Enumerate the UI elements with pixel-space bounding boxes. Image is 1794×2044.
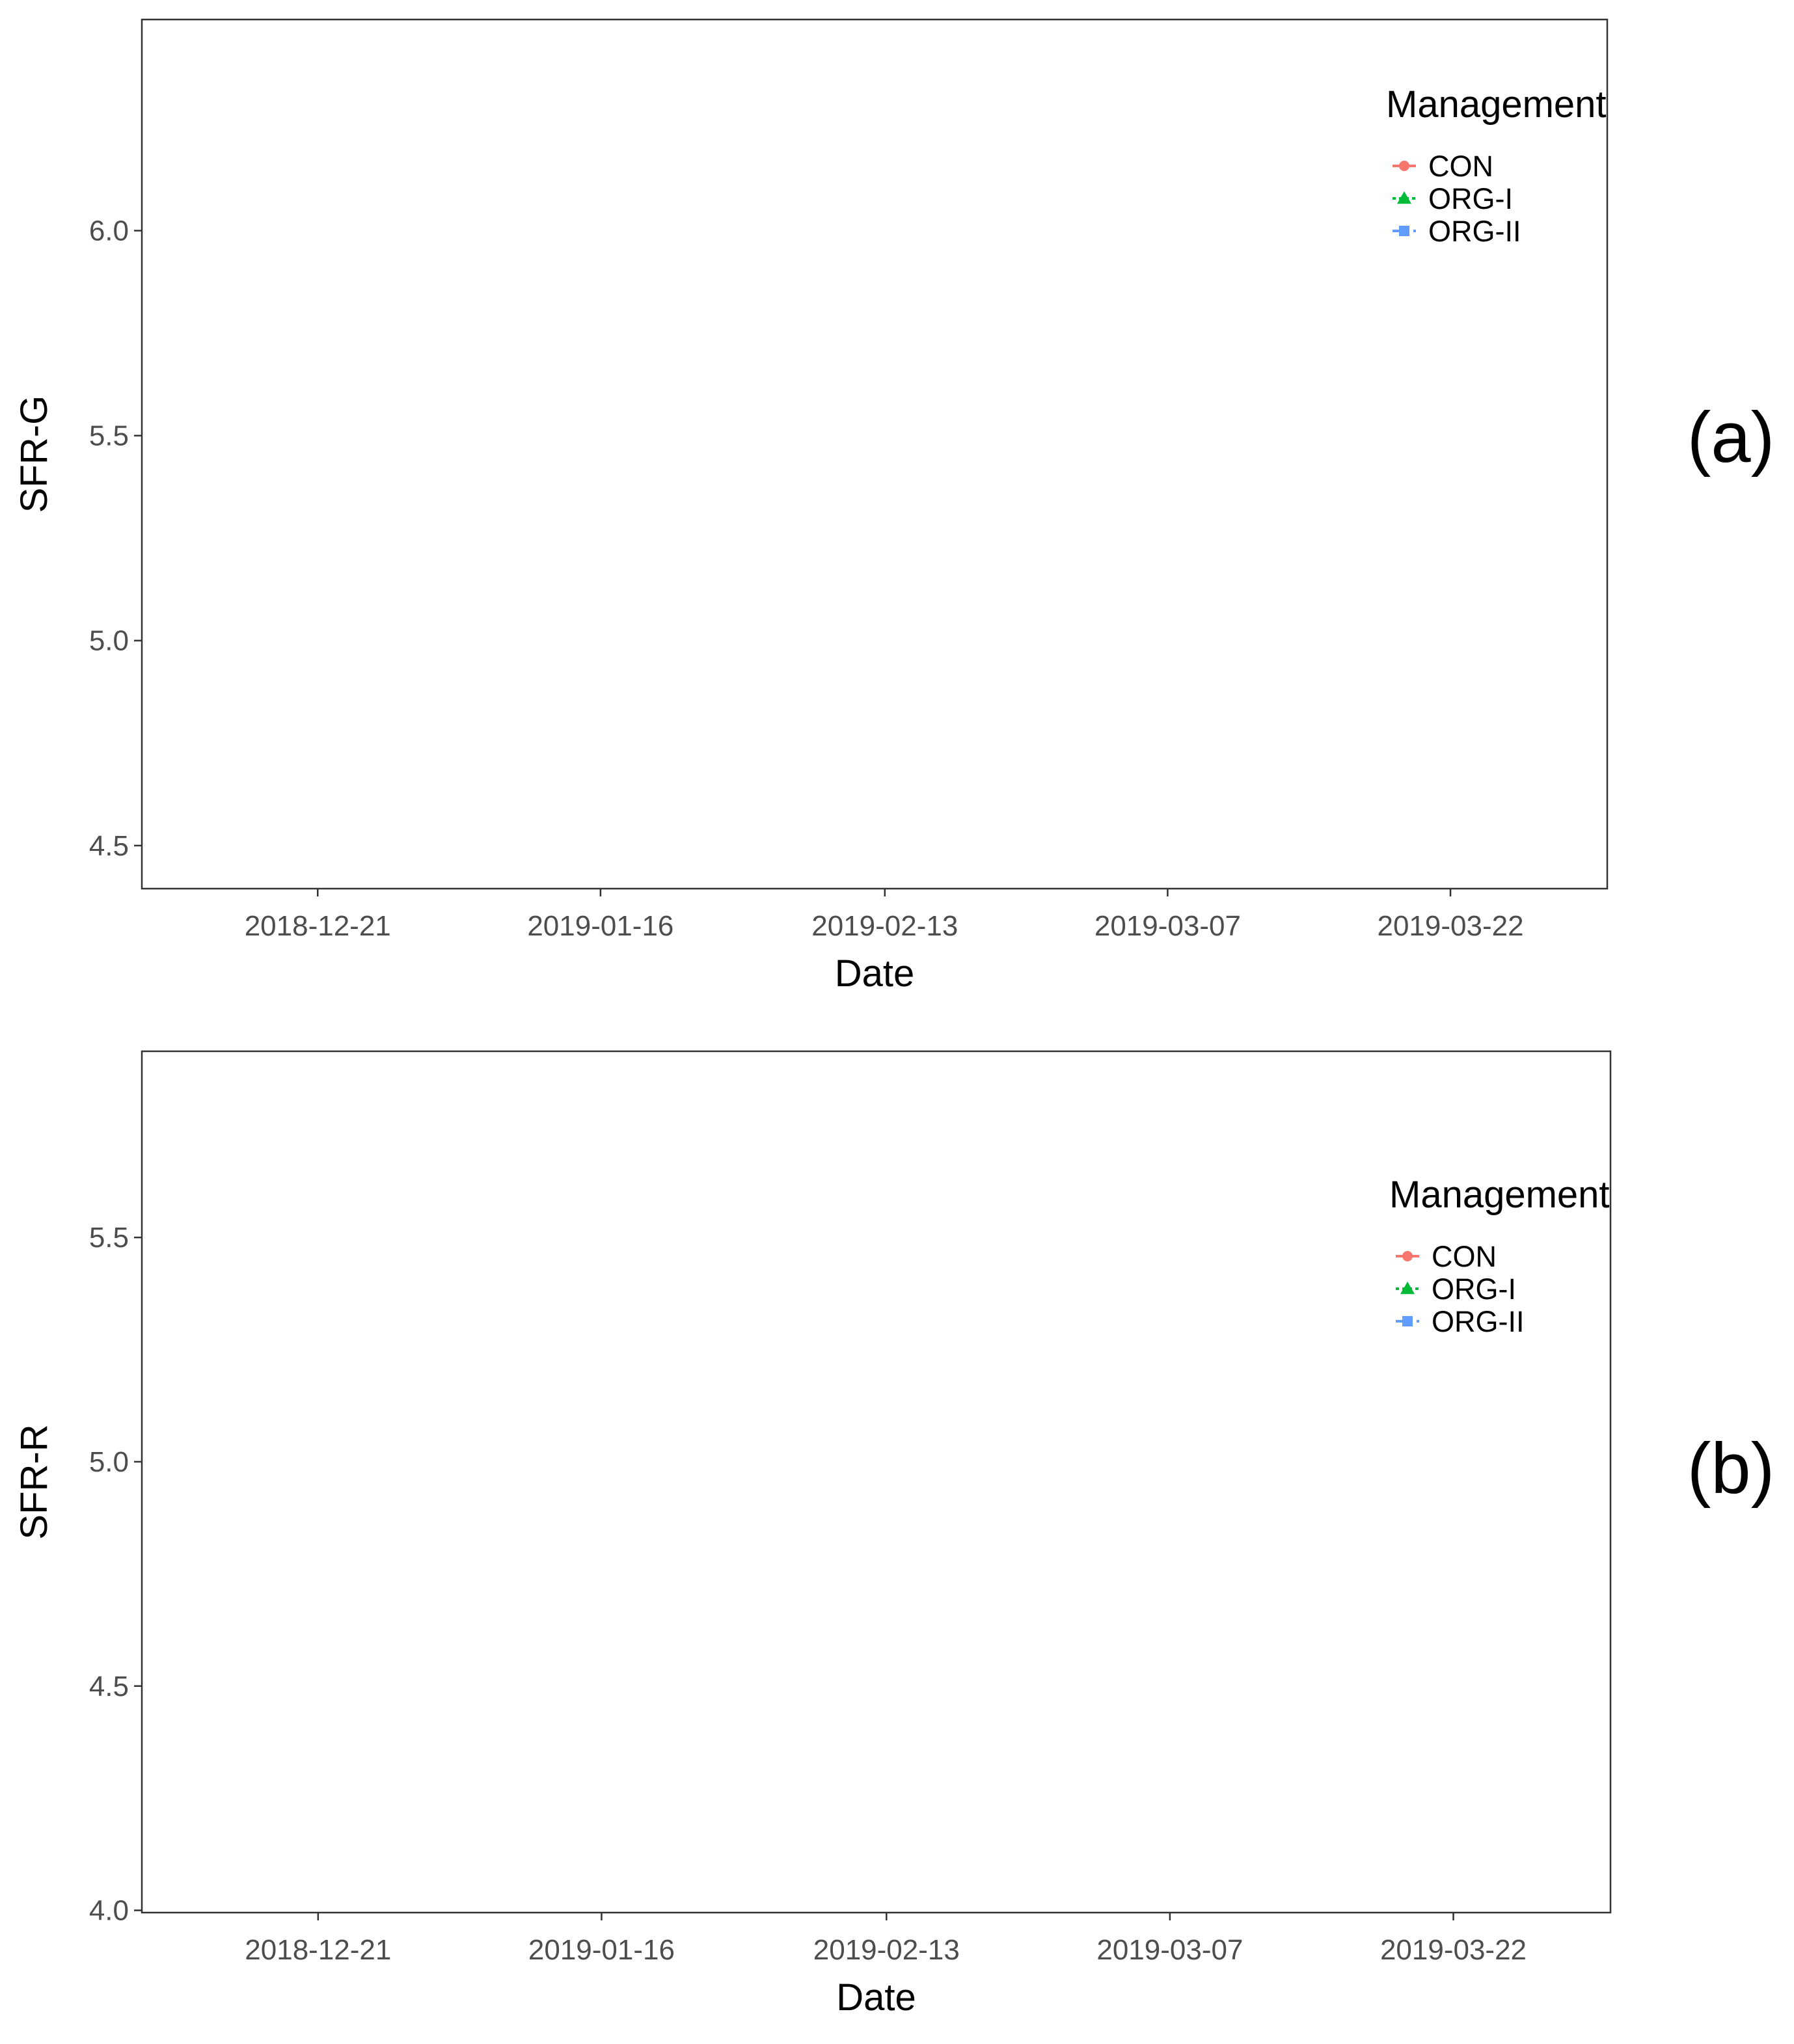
legend-label: ORG-I xyxy=(1432,1272,1516,1306)
x-axis-title: Date xyxy=(836,1976,916,2019)
x-axis-title: Date xyxy=(835,952,915,995)
y-axis-title: SFR-G xyxy=(13,396,55,513)
x-tick-label: 2019-02-13 xyxy=(811,910,958,942)
x-tick-label: 2019-03-07 xyxy=(1096,1934,1243,1966)
legend-label: ORG-I xyxy=(1428,182,1513,215)
x-tick-label: 2019-03-07 xyxy=(1094,910,1241,942)
panel-tag: (a) xyxy=(1687,397,1774,477)
chart-panel-b: abbbbabaaaababaab4.04.55.05.52018-12-212… xyxy=(13,1050,1774,2019)
legend-title: Management xyxy=(1389,1174,1610,1216)
plot-border xyxy=(141,1050,1612,1914)
y-tick-label: 4.5 xyxy=(89,830,129,862)
legend-label: CON xyxy=(1432,1240,1497,1273)
legend-key-con xyxy=(1399,161,1409,171)
y-axis-title: SFR-R xyxy=(13,1424,55,1539)
y-tick-label: 4.0 xyxy=(89,1895,129,1927)
legend-key-org-i xyxy=(1397,191,1411,204)
x-tick-label: 2019-03-22 xyxy=(1377,910,1523,942)
plot-border xyxy=(141,18,1609,890)
y-tick-label: 5.0 xyxy=(89,625,129,657)
x-tick-label: 2019-03-22 xyxy=(1380,1934,1527,1966)
legend-title: Management xyxy=(1386,83,1607,126)
x-tick-label: 2018-12-21 xyxy=(245,1934,391,1966)
x-tick-label: 2018-12-21 xyxy=(245,910,391,942)
legend-label: CON xyxy=(1428,150,1493,183)
legend-label: ORG-II xyxy=(1432,1305,1525,1338)
y-tick-label: 4.5 xyxy=(89,1671,129,1702)
y-tick-label: 5.0 xyxy=(89,1446,129,1478)
x-tick-label: 2019-01-16 xyxy=(527,910,673,942)
legend-key-con xyxy=(1402,1251,1413,1261)
x-tick-label: 2019-02-13 xyxy=(813,1934,960,1966)
y-tick-label: 5.5 xyxy=(89,1222,129,1254)
y-tick-label: 5.5 xyxy=(89,420,129,452)
legend-key-org-i xyxy=(1400,1282,1415,1295)
y-tick-label: 6.0 xyxy=(89,215,129,247)
legend-key-org-ii xyxy=(1399,226,1409,236)
legend-label: ORG-II xyxy=(1428,215,1521,248)
chart-panel-a: abbbbabaaaababaaa4.55.05.56.02018-12-212… xyxy=(13,18,1774,995)
panel-tag: (b) xyxy=(1687,1429,1774,1509)
x-tick-label: 2019-01-16 xyxy=(528,1934,675,1966)
legend-key-org-ii xyxy=(1402,1316,1413,1326)
